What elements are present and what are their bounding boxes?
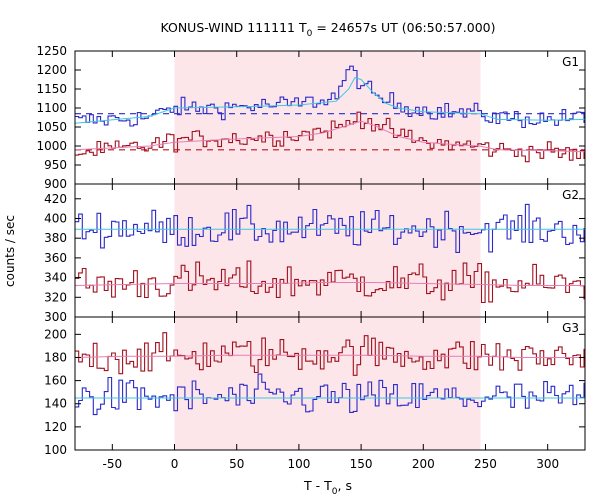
x-tick-label: 100 (287, 457, 310, 471)
chart-title: KONUS-WIND 111111 T0 = 24657s UT (06:50:… (160, 20, 495, 39)
x-tick-label: 250 (474, 457, 497, 471)
y-tick-label: 340 (44, 271, 67, 285)
y-tick-label: 1200 (36, 63, 67, 77)
y-tick-label: 950 (44, 158, 67, 172)
series-upper-counts (75, 65, 585, 129)
series-upper-counts (75, 203, 585, 253)
y-tick-label: 400 (44, 211, 67, 225)
y-tick-label: 380 (44, 231, 67, 245)
panel-label: G2 (562, 188, 579, 202)
y-tick-label: 140 (44, 397, 67, 411)
panel-frame (74, 316, 586, 451)
series-upper-counts (75, 373, 585, 416)
panel-label: G3 (562, 321, 579, 335)
y-tick-label: 160 (44, 374, 67, 388)
series-lower-counts (75, 332, 585, 376)
y-tick-label: 1000 (36, 139, 67, 153)
y-tick-label: 180 (44, 350, 67, 364)
x-tick-label: 300 (536, 457, 559, 471)
y-tick-label: 300 (44, 310, 67, 324)
y-tick-label: 320 (44, 290, 67, 304)
panel-g1: 900 950 1000 1050 1100 1150 1200 1250 G1 (36, 44, 586, 191)
y-axis-label: counts / sec (3, 215, 17, 287)
series-lower-counts (75, 111, 585, 163)
series-lower-fit (75, 282, 585, 286)
y-tick-label: 360 (44, 251, 67, 265)
x-tick-label: -50 (103, 457, 123, 471)
x-axis-label: T - T0, s (303, 478, 352, 497)
x-tick-label: 50 (229, 457, 244, 471)
series-upper-fit (75, 77, 585, 124)
x-tick-label: 150 (350, 457, 373, 471)
x-tick-label: 200 (412, 457, 435, 471)
series-lower-fit (75, 354, 585, 358)
y-tick-label: 420 (44, 192, 67, 206)
y-tick-label: 200 (44, 327, 67, 341)
y-tick-label: 1050 (36, 120, 67, 134)
series-lower-counts (75, 260, 585, 304)
panel-g3: 100 120 140 160 180 200 G3 (44, 316, 586, 457)
y-tick-label: 100 (44, 443, 67, 457)
y-tick-label: 1100 (36, 101, 67, 115)
y-tick-label: 1150 (36, 82, 67, 96)
series-lower-fit (75, 120, 585, 153)
panel-label: G1 (562, 55, 579, 69)
x-tick-label: 0 (171, 457, 179, 471)
y-tick-label: 1250 (36, 44, 67, 58)
y-tick-label: 120 (44, 420, 67, 434)
plot-area: 900950100010501100115012001250G130032034… (36, 44, 586, 471)
y-tick-label: 900 (44, 177, 67, 191)
